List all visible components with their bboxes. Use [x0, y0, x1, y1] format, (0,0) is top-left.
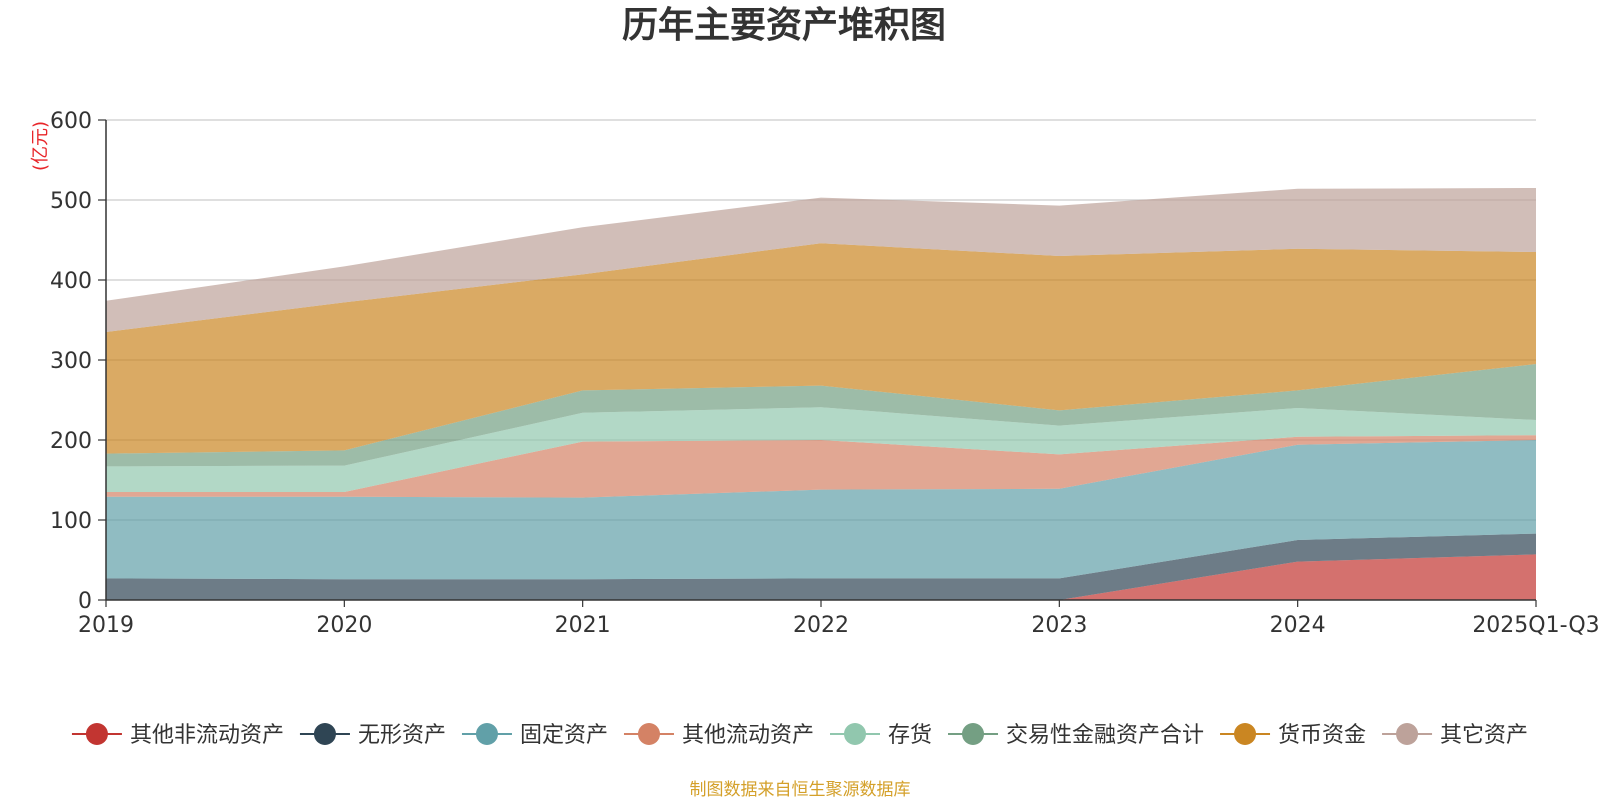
- area-series-group: [106, 188, 1536, 600]
- legend-marker: [1396, 723, 1419, 745]
- y-tick-label: 600: [50, 109, 92, 134]
- y-tick-label: 400: [50, 269, 92, 294]
- area-其他流动资产: [106, 435, 1536, 498]
- legend-marker: [844, 723, 866, 745]
- y-tick-label: 300: [50, 349, 92, 374]
- y-axis-unit-label: (亿元): [30, 121, 51, 171]
- legend-label: 固定资产: [520, 723, 608, 748]
- y-tick-label: 200: [50, 429, 92, 454]
- legend-label: 其他非流动资产: [130, 723, 284, 748]
- y-tick-label: 100: [50, 509, 92, 534]
- source-note: 制图数据来自恒生聚源数据库: [690, 780, 911, 800]
- x-tick-label: 2024: [1270, 613, 1326, 638]
- area-货币资金: [106, 243, 1536, 454]
- area-存货: [106, 407, 1536, 492]
- legend-label: 其它资产: [1440, 723, 1528, 748]
- area-其他非流动资产: [106, 554, 1536, 600]
- legend-label: 存货: [888, 723, 932, 748]
- y-tick-label: 0: [78, 589, 92, 614]
- chart-title: 历年主要资产堆积图: [622, 5, 946, 46]
- legend: 其他非流动资产 无形资产 固定资产 其他流动资产 存货 交易性金融资产合计 货币资金 其它资产: [71, 723, 1528, 748]
- area-交易性金融资产合计: [106, 364, 1536, 467]
- legend-marker: [313, 723, 336, 745]
- x-axis-ticks: 2019 2020 2021 2022 2023 2024 2025Q1-Q3: [78, 600, 1600, 638]
- legend-label: 其他流动资产: [682, 723, 814, 748]
- legend-label: 货币资金: [1278, 723, 1366, 748]
- legend-marker: [637, 723, 660, 745]
- x-tick-label: 2019: [78, 613, 134, 638]
- area-固定资产: [106, 440, 1536, 580]
- x-tick-label: 2021: [555, 613, 611, 638]
- legend-label: 无形资产: [358, 723, 446, 748]
- legend-marker: [85, 723, 108, 745]
- area-其它资产: [106, 188, 1536, 332]
- legend-item[interactable]: 存货: [830, 723, 932, 748]
- legend-marker: [1234, 723, 1257, 745]
- legend-label: 交易性金融资产合计: [1006, 723, 1204, 748]
- legend-marker: [475, 723, 498, 745]
- y-tick-label: 500: [50, 189, 92, 214]
- x-tick-label: 2023: [1031, 613, 1087, 638]
- legend-item[interactable]: 固定资产: [461, 723, 608, 748]
- x-tick-label: 2025Q1-Q3: [1472, 613, 1599, 638]
- legend-item[interactable]: 其他非流动资产: [71, 723, 284, 748]
- legend-item[interactable]: 交易性金融资产合计: [948, 723, 1204, 748]
- legend-item[interactable]: 其他流动资产: [623, 723, 814, 748]
- legend-item[interactable]: 货币资金: [1220, 723, 1366, 748]
- area-无形资产: [106, 533, 1536, 600]
- legend-item[interactable]: 其它资产: [1382, 723, 1528, 748]
- legend-marker: [962, 723, 985, 745]
- legend-item[interactable]: 无形资产: [299, 723, 446, 748]
- x-tick-label: 2022: [793, 613, 849, 638]
- x-tick-label: 2020: [316, 613, 372, 638]
- y-axis-ticks: 0 100 200 300 400 500 600: [50, 109, 106, 614]
